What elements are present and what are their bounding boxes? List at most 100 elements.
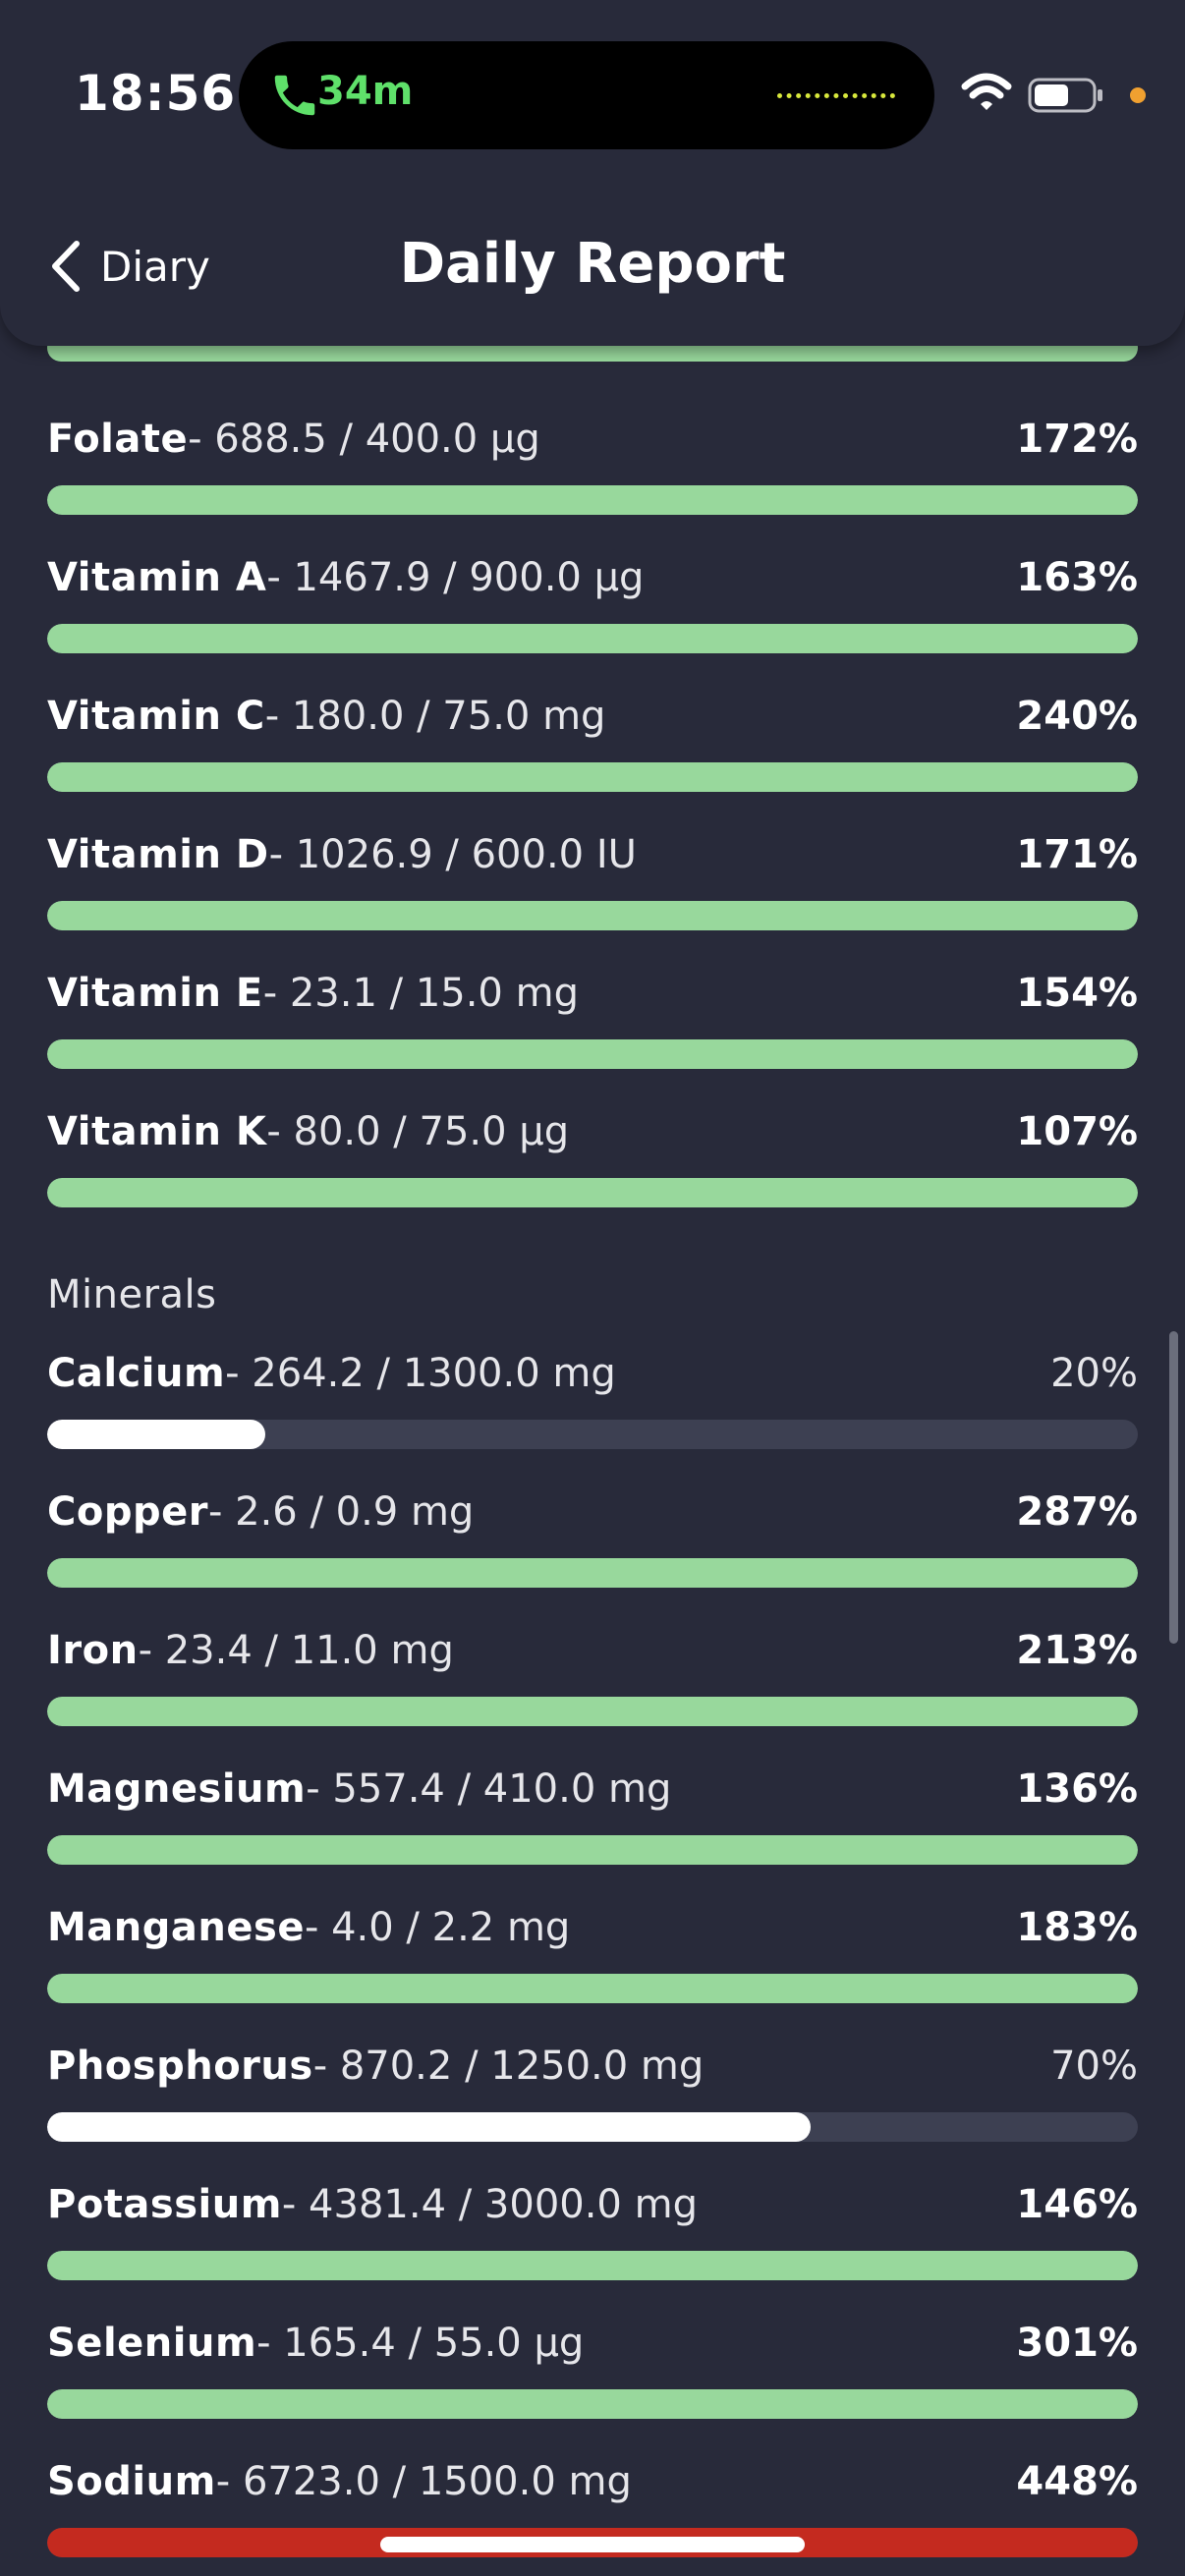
nutrient-percent: 163% (1016, 555, 1138, 600)
audio-waveform-icon (777, 93, 895, 98)
nutrient-row-vitamin-a: Vitamin A- 1467.9 / 900.0 µg 163% (47, 543, 1138, 653)
status-time: 18:56 (75, 65, 237, 122)
progress-fill (47, 1178, 1138, 1207)
progress-bar (47, 762, 1138, 792)
status-bar: 18:56 34m (0, 0, 1185, 187)
progress-bar (47, 624, 1138, 653)
nutrient-name: Magnesium (47, 1766, 307, 1812)
nutrient-percent: 154% (1016, 971, 1138, 1016)
progress-bar (47, 1420, 1138, 1449)
progress-bar (47, 1974, 1138, 2003)
wifi-icon (961, 73, 1012, 110)
nutrient-amount: - 1026.9 / 600.0 IU (268, 832, 637, 877)
nutrient-amount: - 870.2 / 1250.0 mg (312, 2044, 705, 2089)
nutrient-name: Vitamin C (47, 694, 265, 739)
privacy-indicator-icon (1130, 87, 1146, 103)
scrollbar[interactable] (1169, 1331, 1178, 1644)
nutrient-percent: 146% (1016, 2182, 1138, 2227)
nutrient-row-iron: Iron- 23.4 / 11.0 mg 213% (47, 1616, 1138, 1726)
nutrient-row-vitamin-k: Vitamin K- 80.0 / 75.0 µg 107% (47, 1097, 1138, 1207)
progress-fill (47, 1558, 1138, 1588)
progress-bar (47, 2251, 1138, 2280)
nutrient-amount: - 80.0 / 75.0 µg (266, 1109, 570, 1154)
section-header-minerals: Minerals (47, 1272, 217, 1317)
progress-fill (47, 2112, 811, 2142)
page-title: Daily Report (399, 232, 786, 296)
nutrient-name: Potassium (47, 2182, 282, 2227)
nutrient-percent: 171% (1016, 832, 1138, 877)
progress-bar (47, 2389, 1138, 2419)
progress-bar (47, 1178, 1138, 1207)
nutrient-name: Calcium (47, 1351, 226, 1396)
back-label: Diary (100, 242, 210, 291)
progress-fill (47, 2389, 1138, 2419)
nutrient-percent: 136% (1016, 1766, 1138, 1812)
progress-fill (47, 2251, 1138, 2280)
nutrient-amount: - 1467.9 / 900.0 µg (266, 555, 645, 600)
nutrient-name: Selenium (47, 2321, 257, 2366)
nutrient-row-folate: Folate- 688.5 / 400.0 µg 172% (47, 405, 1138, 515)
nutrient-amount: - 23.1 / 15.0 mg (262, 971, 579, 1016)
phone-icon (274, 75, 315, 116)
progress-bar (47, 2112, 1138, 2142)
progress-fill (47, 1420, 265, 1449)
progress-bar (47, 1835, 1138, 1865)
home-indicator[interactable] (380, 2537, 805, 2552)
progress-bar (47, 901, 1138, 930)
nutrient-percent: 172% (1016, 417, 1138, 462)
nutrient-row-phosphorus: Phosphorus- 870.2 / 1250.0 mg 70% (47, 2032, 1138, 2142)
nutrient-row-manganese: Manganese- 4.0 / 2.2 mg 183% (47, 1893, 1138, 2003)
nutrient-amount: - 165.4 / 55.0 µg (256, 2321, 585, 2366)
chevron-left-icon (52, 241, 80, 292)
nutrient-name: Vitamin D (47, 832, 269, 877)
nutrient-percent: 287% (1016, 1489, 1138, 1535)
nutrient-row-selenium: Selenium- 165.4 / 55.0 µg 301% (47, 2309, 1138, 2419)
nutrient-name: Vitamin K (47, 1109, 267, 1154)
call-duration: 34m (317, 69, 414, 114)
nutrient-row-vitamin-e: Vitamin E- 23.1 / 15.0 mg 154% (47, 959, 1138, 1069)
nutrient-name: Phosphorus (47, 2044, 313, 2089)
nutrient-percent: 70% (1050, 2044, 1138, 2089)
nutrient-name: Vitamin E (47, 971, 263, 1016)
progress-fill (47, 762, 1138, 792)
nutrient-amount: - 688.5 / 400.0 µg (188, 417, 540, 462)
progress-fill (47, 1697, 1138, 1726)
nutrient-row-magnesium: Magnesium- 557.4 / 410.0 mg 136% (47, 1755, 1138, 1865)
nutrient-row-potassium: Potassium- 4381.4 / 3000.0 mg 146% (47, 2170, 1138, 2280)
nutrient-percent: 240% (1016, 694, 1138, 739)
nutrient-percent: 183% (1016, 1905, 1138, 1950)
nutrient-percent: 107% (1016, 1109, 1138, 1154)
progress-fill (47, 1039, 1138, 1069)
progress-bar (47, 1558, 1138, 1588)
progress-bar (47, 1697, 1138, 1726)
nutrient-amount: - 4381.4 / 3000.0 mg (281, 2182, 698, 2227)
nutrient-amount: - 264.2 / 1300.0 mg (225, 1351, 616, 1396)
nutrient-row-vitamin-d: Vitamin D- 1026.9 / 600.0 IU 171% (47, 820, 1138, 930)
progress-fill (47, 485, 1138, 515)
nutrient-row-vitamin-c: Vitamin C- 180.0 / 75.0 mg 240% (47, 682, 1138, 792)
nutrient-amount: - 2.6 / 0.9 mg (207, 1489, 475, 1535)
nutrient-name: Manganese (47, 1905, 305, 1950)
nutrient-percent: 448% (1016, 2459, 1138, 2504)
battery-icon (1028, 78, 1102, 113)
progress-fill (47, 1974, 1138, 2003)
progress-bar (47, 485, 1138, 515)
progress-fill (47, 901, 1138, 930)
nutrient-row-calcium: Calcium- 264.2 / 1300.0 mg 20% (47, 1339, 1138, 1449)
progress-bar (47, 1039, 1138, 1069)
nutrient-amount: - 180.0 / 75.0 mg (264, 694, 606, 739)
back-button[interactable]: Diary (47, 232, 210, 301)
nutrient-name: Iron (47, 1628, 139, 1673)
nutrient-percent: 20% (1050, 1351, 1138, 1396)
dynamic-island[interactable]: 34m (239, 41, 934, 149)
nutrient-percent: 213% (1016, 1628, 1138, 1673)
nutrient-row-copper: Copper- 2.6 / 0.9 mg 287% (47, 1478, 1138, 1588)
nutrient-row-sodium: Sodium- 6723.0 / 1500.0 mg 448% (47, 2447, 1138, 2557)
nutrient-name: Sodium (47, 2459, 216, 2504)
progress-fill (47, 1835, 1138, 1865)
progress-fill (47, 624, 1138, 653)
nutrient-name: Folate (47, 417, 189, 462)
nutrient-amount: - 6723.0 / 1500.0 mg (215, 2459, 632, 2504)
nutrient-amount: - 23.4 / 11.0 mg (138, 1628, 454, 1673)
nutrient-name: Vitamin A (47, 555, 267, 600)
